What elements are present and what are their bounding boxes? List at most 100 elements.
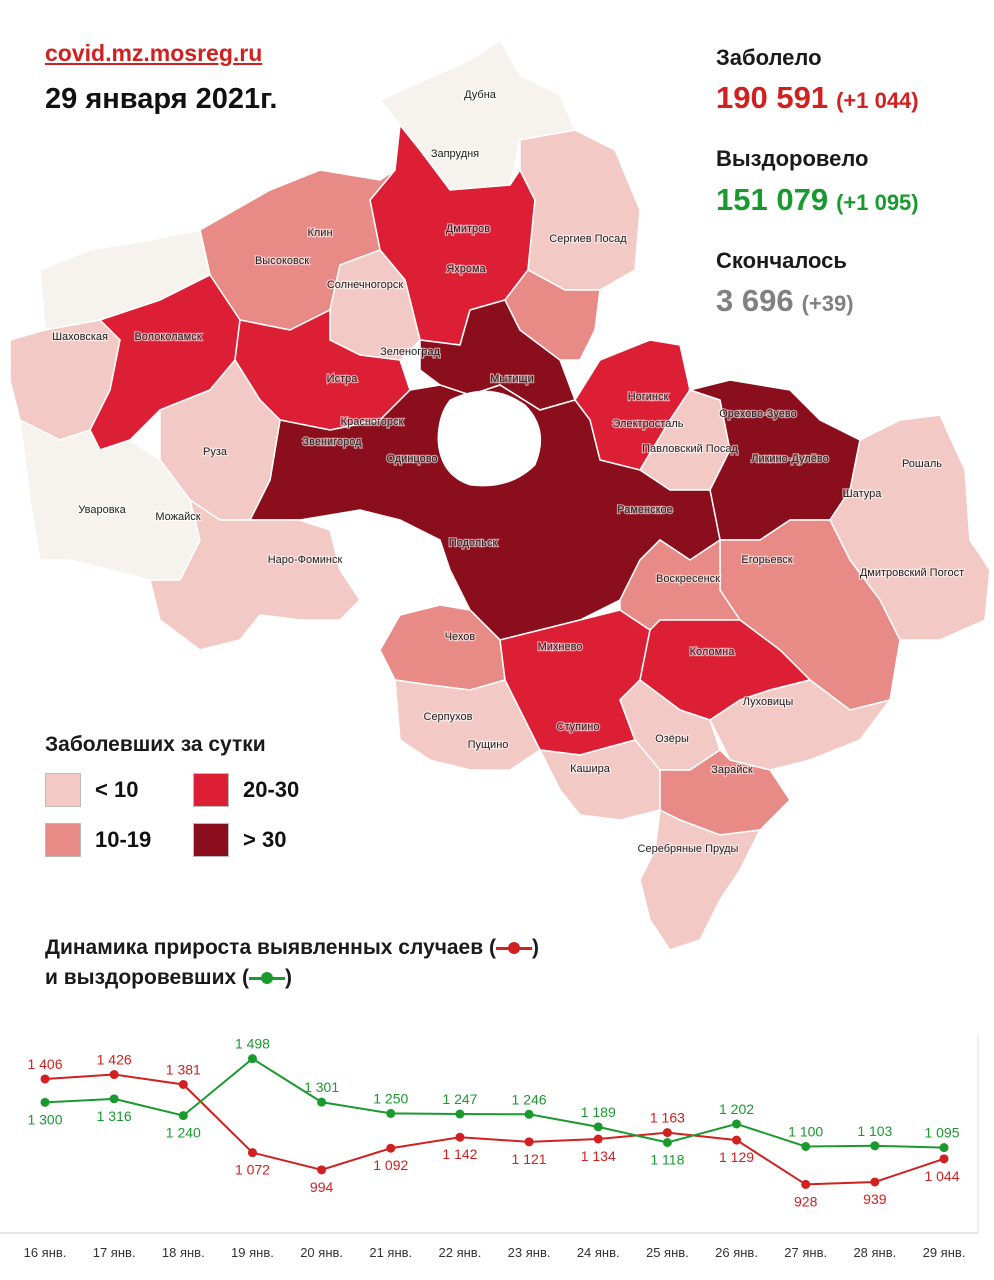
map-label: Ступино	[557, 721, 600, 733]
x-tick-label: 27 янв.	[784, 1245, 827, 1260]
map-label: Высоковск	[255, 255, 309, 267]
series-point-0	[109, 1070, 119, 1080]
x-tick-label: 18 янв.	[162, 1245, 205, 1260]
data-label-1: 1 316	[97, 1108, 132, 1124]
data-label-0: 1 406	[27, 1056, 62, 1072]
dynamics-title-line1: Динамика прироста выявленных случаев ()	[45, 933, 539, 963]
data-label-0: 1 121	[512, 1151, 547, 1167]
map-label: Истра	[327, 373, 359, 385]
series-point-1	[732, 1119, 742, 1129]
x-tick-label: 21 янв.	[369, 1245, 412, 1260]
data-label-1: 1 095	[924, 1125, 959, 1141]
legend-label-20-30: 20-30	[243, 777, 300, 802]
x-tick-label: 28 янв.	[853, 1245, 896, 1260]
map-label: Электросталь	[613, 418, 684, 430]
map-label: Волоколамск	[134, 331, 201, 343]
map-label: Красногорск	[341, 416, 404, 428]
infected-value: 190 591	[716, 80, 829, 115]
map-label: Можайск	[155, 511, 200, 523]
x-tick-label: 29 янв.	[923, 1245, 966, 1260]
deaths-delta: (+39)	[801, 291, 854, 316]
recovered-label: Выздоровело	[716, 146, 869, 171]
map-label: Егорьевск	[741, 554, 792, 566]
deaths-label: Скончалось	[716, 248, 847, 273]
series-line-1	[44, 1057, 945, 1149]
data-label-1: 1 498	[235, 1036, 270, 1052]
series-point-1	[317, 1097, 327, 1107]
district-kashira	[538, 739, 661, 821]
data-label-0: 1 142	[442, 1146, 477, 1162]
map-label: Кашира	[570, 763, 611, 775]
map-label: Звенигород	[302, 436, 362, 448]
series-point-1	[593, 1122, 603, 1132]
dynamics-title: Динамика прироста выявленных случаев () …	[45, 933, 539, 993]
map-label: Одинцово	[386, 453, 437, 465]
series-point-0	[662, 1128, 672, 1138]
data-label-0: 1 092	[373, 1157, 408, 1173]
district-serebryanye-prudy	[639, 808, 762, 951]
data-label-1: 1 250	[373, 1090, 408, 1106]
deaths-value: 3 696	[716, 283, 794, 318]
legend-label-lt10: < 10	[95, 777, 139, 802]
x-tick-label: 24 янв.	[577, 1245, 620, 1260]
map-label: Коломна	[690, 646, 736, 658]
dynamics-title-line1-end: )	[531, 936, 539, 959]
district-lukhovitsy	[709, 679, 892, 771]
legend-title: Заболевших за сутки	[45, 733, 266, 756]
series-point-1	[247, 1054, 257, 1064]
series-point-1	[870, 1141, 880, 1151]
series-point-0	[801, 1179, 811, 1189]
legend-item-lt10: < 10	[45, 773, 138, 807]
legend-swatch-10-19	[45, 823, 81, 857]
data-label-1: 1 103	[857, 1123, 892, 1139]
map-label: Зарайск	[711, 764, 753, 776]
legend-item-gt30: > 30	[193, 823, 286, 857]
data-label-1: 1 118	[650, 1152, 684, 1168]
map-label: Наро-Фоминск	[268, 554, 343, 566]
dynamics-title-line2-end: )	[284, 966, 292, 989]
series-point-1	[524, 1109, 534, 1119]
data-label-0: 939	[863, 1191, 887, 1207]
data-label-1: 1 247	[442, 1091, 477, 1107]
series-line-0	[44, 1073, 945, 1186]
x-tick-label: 17 янв.	[93, 1245, 136, 1260]
map-label: Пущино	[468, 739, 509, 751]
x-tick-label: 25 янв.	[646, 1245, 689, 1260]
map-label: Серпухов	[424, 711, 473, 723]
series-point-1	[455, 1109, 465, 1119]
map-label: Луховицы	[743, 696, 794, 708]
x-tick-label: 19 янв.	[231, 1245, 274, 1260]
legend-item-20-30: 20-30	[193, 773, 299, 807]
data-label-0: 928	[794, 1193, 818, 1209]
series-point-0	[593, 1134, 603, 1144]
series-point-0	[455, 1132, 465, 1142]
infected-label: Заболело	[716, 45, 822, 70]
map-label: Солнечногорск	[327, 279, 403, 291]
report-date: 29 января 2021г.	[45, 83, 278, 115]
site-url[interactable]: covid.mz.mosreg.ru	[45, 40, 263, 66]
map-label: Клин	[307, 227, 332, 239]
series-point-0	[247, 1148, 257, 1158]
data-label-0: 1 134	[581, 1148, 616, 1164]
map-label: Ликино-Дулёво	[751, 453, 829, 465]
map-label: Дубна	[464, 89, 497, 101]
map-label: Подольск	[449, 537, 498, 549]
deaths-value-row: 3 696 (+39)	[716, 283, 854, 319]
series-point-0	[40, 1074, 50, 1084]
dynamics-title-line2: и выздоровевших ()	[45, 963, 539, 993]
map-label: Зеленоград	[380, 346, 440, 358]
map-label: Шатура	[843, 488, 883, 500]
map-label: Сергиев Посад	[549, 233, 627, 245]
legend-item-10-19: 10-19	[45, 823, 151, 857]
data-label-0: 1 163	[650, 1110, 685, 1126]
x-tick-label: 16 янв.	[24, 1245, 67, 1260]
series-point-1	[801, 1141, 811, 1151]
legend-swatch-gt30	[193, 823, 229, 857]
map-label: Шаховская	[52, 331, 108, 343]
map-label: Запрудня	[431, 148, 479, 160]
infected-value-row: 190 591 (+1 044)	[716, 80, 919, 116]
moscow-city	[437, 390, 542, 487]
series-point-1	[386, 1108, 396, 1118]
map-label: Михнево	[538, 641, 583, 653]
map-label: Озёры	[655, 733, 689, 745]
